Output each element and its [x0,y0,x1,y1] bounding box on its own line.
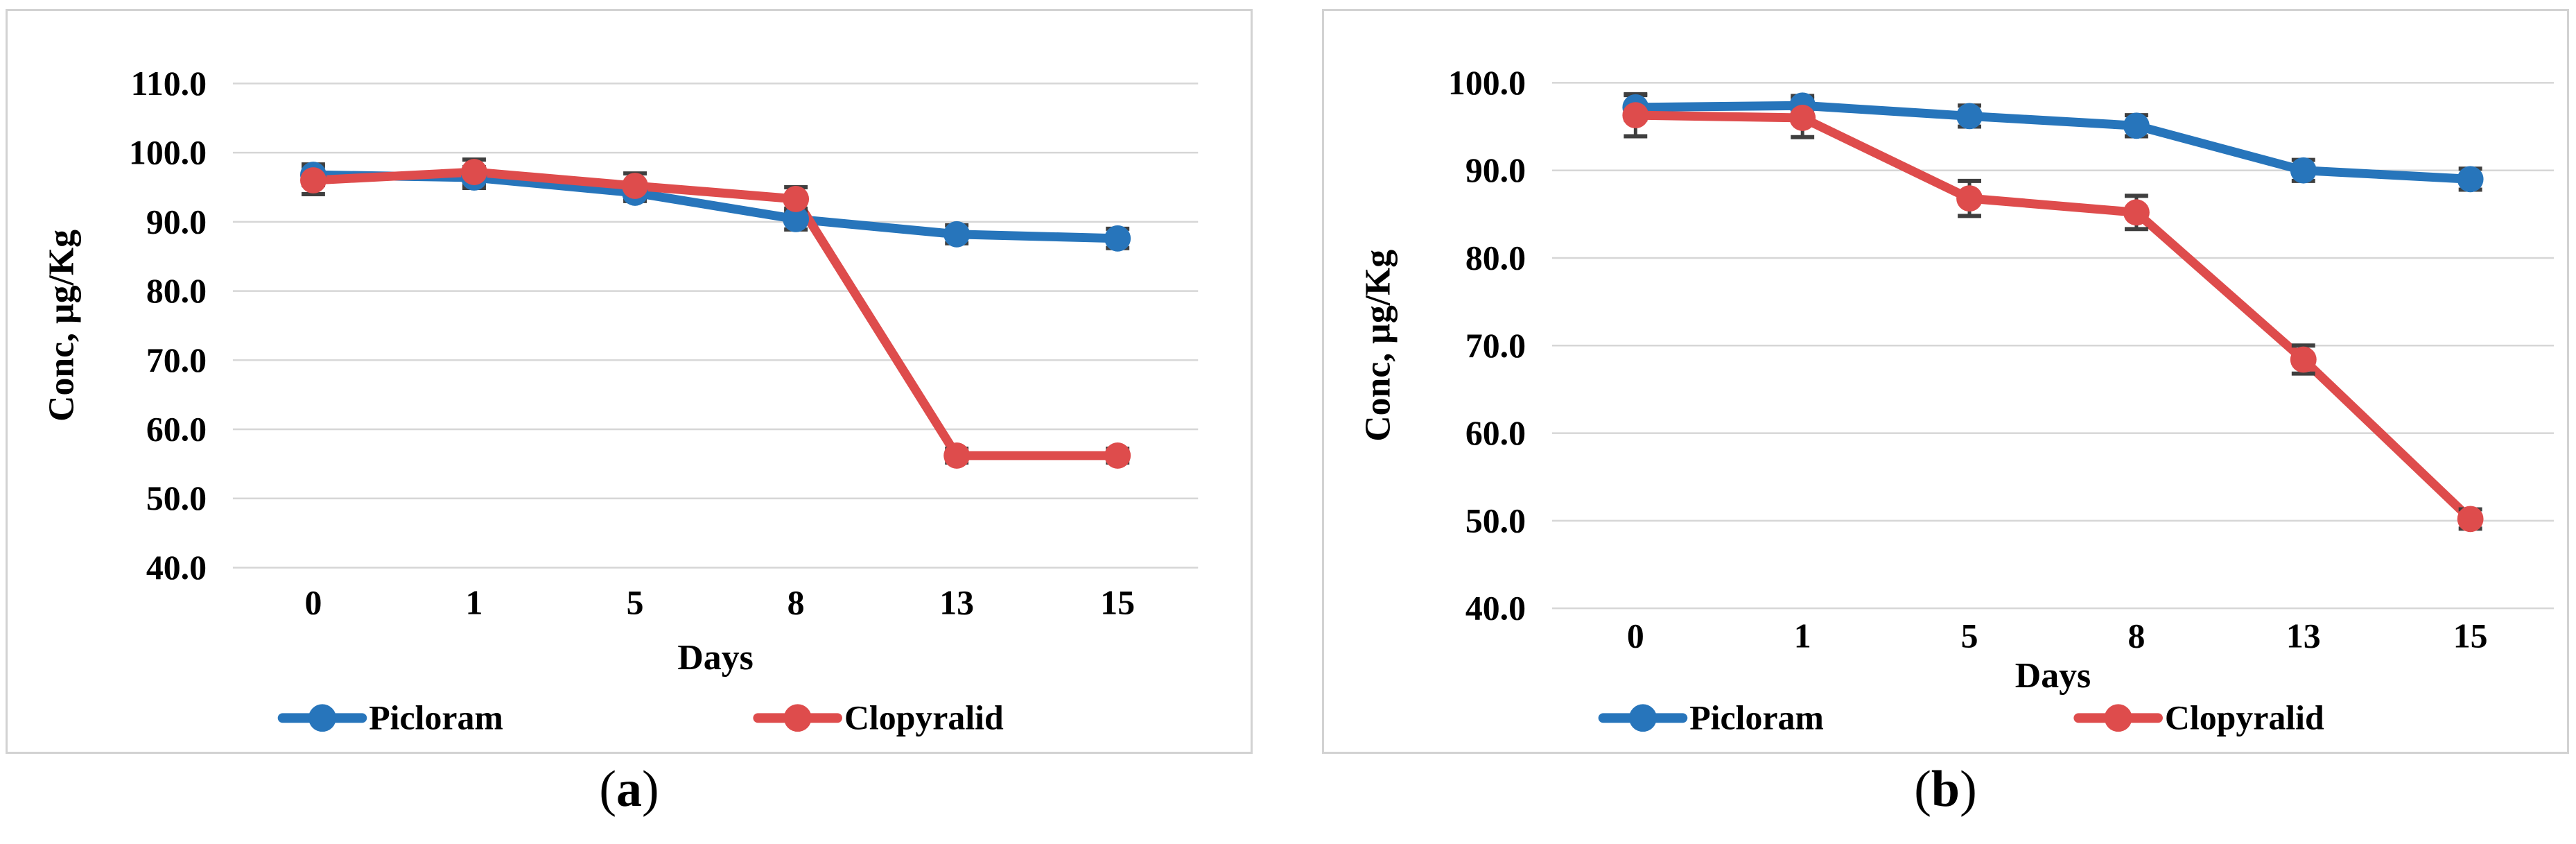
marker-picloram-day-13 [2290,157,2317,184]
marker-picloram-day-5 [1956,103,1983,130]
y-axis-title: Conc, µg/Kg [1358,250,1398,442]
legend-picloram-label: Picloram [1689,699,1824,737]
legend-clopyralid-marker [783,704,812,732]
series-picloram-line [308,170,1122,243]
marker-picloram-day-13 [943,221,971,248]
caption-a-open-paren: ( [599,761,616,818]
caption-b-close-paren: ) [1960,761,1977,818]
caption-a-letter: a [616,761,642,818]
legend-entry-picloram: Picloram [1598,699,1824,737]
marker-clopyralid-day-8 [783,186,810,212]
legend-clopyralid-marker [2104,704,2132,732]
chart-panel-a: 40.0 50.0 60.0 70.0 80.0 90.0 100.0 110.0 0 1 5 8 13… [6,9,1253,754]
y-tick-label-70.0: 70.0 [1465,327,1526,365]
legend-clopyralid-label: Clopyralid [844,699,1004,737]
y-tick-label-60.0: 60.0 [1465,414,1526,452]
x-axis-title: Days [2015,656,2091,696]
x-tick-label-5: 5 [1961,617,1978,655]
y-tick-label-80.0: 80.0 [1465,239,1526,277]
series-picloram-line [1630,101,2475,184]
x-axis-title: Days [677,638,753,678]
series-clopyralid-line [308,167,1122,460]
marker-clopyralid-day-1 [461,159,487,185]
y-tick-label-110.0: 110.0 [131,64,207,103]
chart-panel-b: 40.0 50.0 60.0 70.0 80.0 90.0 100.0 0 1 5 8 13 15 Day… [1322,9,2569,754]
x-tick-label-15: 15 [1100,584,1135,622]
y-tick-label-80.0: 80.0 [146,272,207,310]
series-clopyralid-line [1630,110,2475,524]
marker-picloram-day-8 [2123,112,2150,139]
y-tick-label-90.0: 90.0 [146,203,207,241]
x-tick-label-5: 5 [627,584,644,622]
marker-picloram-day-15 [2457,166,2484,193]
y-axis-title: Conc, µg/Kg [42,230,81,422]
y-tick-label-100.0: 100.0 [129,134,207,172]
caption-a-close-paren: ) [642,761,659,818]
y-tick-label-40.0: 40.0 [146,549,207,587]
y-tick-label-40.0: 40.0 [1465,589,1526,628]
marker-clopyralid-day-0 [300,167,327,193]
y-tick-label-70.0: 70.0 [146,341,207,379]
x-tick-label-15: 15 [2453,617,2488,655]
marker-clopyralid-day-15 [2457,506,2484,533]
y-tick-label-60.0: 60.0 [146,411,207,449]
marker-clopyralid-day-0 [1622,102,1649,129]
marker-clopyralid-day-5 [622,173,648,199]
legend-picloram-marker [308,704,336,732]
marker-clopyralid-day-13 [2290,346,2317,373]
marker-clopyralid-day-13 [943,442,971,469]
legend-picloram-marker [1629,704,1657,732]
y-tick-label-50.0: 50.0 [146,479,207,517]
x-tick-label-8: 8 [2127,617,2145,655]
marker-picloram-day-15 [1104,225,1131,252]
y-tick-label-90.0: 90.0 [1465,151,1526,189]
x-tick-label-8: 8 [787,584,805,622]
x-tick-label-13: 13 [939,584,974,622]
legend-entry-picloram: Picloram [277,699,503,737]
marker-clopyralid-day-8 [2123,199,2150,226]
x-tick-label-0: 0 [304,584,322,622]
x-tick-label-13: 13 [2286,617,2321,655]
marker-picloram-day-8 [783,205,810,232]
marker-clopyralid-day-5 [1956,185,1983,212]
caption-b-open-paren: ( [1914,761,1931,818]
y-tick-label-100.0: 100.0 [1448,64,1526,102]
marker-clopyralid-day-1 [1789,105,1816,131]
y-tick-label-50.0: 50.0 [1465,501,1526,540]
caption-b: (b) [1322,761,2569,818]
legend-clopyralid-label: Clopyralid [2165,699,2324,737]
x-tick-label-0: 0 [1627,617,1644,655]
x-tick-label-1: 1 [466,584,483,622]
legend-entry-clopyralid: Clopyralid [2073,699,2324,737]
marker-clopyralid-day-15 [1104,442,1131,469]
caption-b-letter: b [1931,761,1960,818]
x-tick-label-1: 1 [1794,617,1811,655]
legend-picloram-label: Picloram [369,699,503,737]
caption-a: (a) [6,761,1253,818]
legend-entry-clopyralid: Clopyralid [753,699,1004,737]
